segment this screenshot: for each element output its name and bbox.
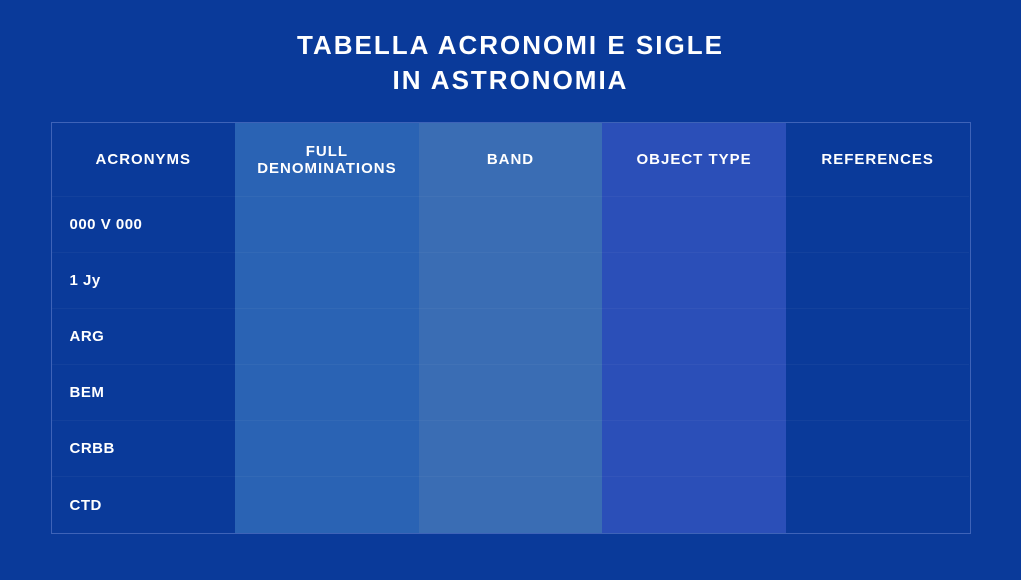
col-header-acronyms: ACRONYMS (52, 123, 236, 197)
table-row: ARG (52, 309, 970, 365)
table-row: CTD (52, 477, 970, 533)
cell-band (419, 477, 603, 533)
title-line-2: IN ASTRONOMIA (297, 63, 724, 98)
cell-references (786, 421, 970, 477)
cell-references (786, 253, 970, 309)
table-header-row: ACRONYMS FULL DENOMINATIONS BAND OBJECT … (52, 123, 970, 197)
cell-full-denom (235, 253, 419, 309)
cell-band (419, 365, 603, 421)
table-body: 000 V 000 1 Jy ARG BEM C (52, 197, 970, 533)
cell-acronym: CRBB (52, 421, 236, 477)
cell-object-type (602, 253, 786, 309)
cell-references (786, 365, 970, 421)
col-header-object-type: OBJECT TYPE (602, 123, 786, 197)
col-header-full-denominations: FULL DENOMINATIONS (235, 123, 419, 197)
cell-band (419, 309, 603, 365)
title-line-1: TABELLA ACRONOMI E SIGLE (297, 28, 724, 63)
cell-full-denom (235, 309, 419, 365)
cell-references (786, 309, 970, 365)
cell-band (419, 253, 603, 309)
cell-references (786, 477, 970, 533)
acronyms-table: ACRONYMS FULL DENOMINATIONS BAND OBJECT … (51, 122, 971, 534)
table-row: 000 V 000 (52, 197, 970, 253)
cell-acronym: CTD (52, 477, 236, 533)
col-header-references: REFERENCES (786, 123, 970, 197)
cell-object-type (602, 421, 786, 477)
cell-acronym: 1 Jy (52, 253, 236, 309)
cell-object-type (602, 309, 786, 365)
page-title: TABELLA ACRONOMI E SIGLE IN ASTRONOMIA (297, 28, 724, 98)
cell-full-denom (235, 421, 419, 477)
cell-full-denom (235, 477, 419, 533)
cell-full-denom (235, 365, 419, 421)
cell-band (419, 197, 603, 253)
cell-acronym: BEM (52, 365, 236, 421)
cell-object-type (602, 365, 786, 421)
col-header-band: BAND (419, 123, 603, 197)
table-row: BEM (52, 365, 970, 421)
cell-references (786, 197, 970, 253)
cell-acronym: ARG (52, 309, 236, 365)
cell-band (419, 421, 603, 477)
cell-full-denom (235, 197, 419, 253)
table-row: CRBB (52, 421, 970, 477)
table-row: 1 Jy (52, 253, 970, 309)
cell-object-type (602, 477, 786, 533)
cell-acronym: 000 V 000 (52, 197, 236, 253)
cell-object-type (602, 197, 786, 253)
